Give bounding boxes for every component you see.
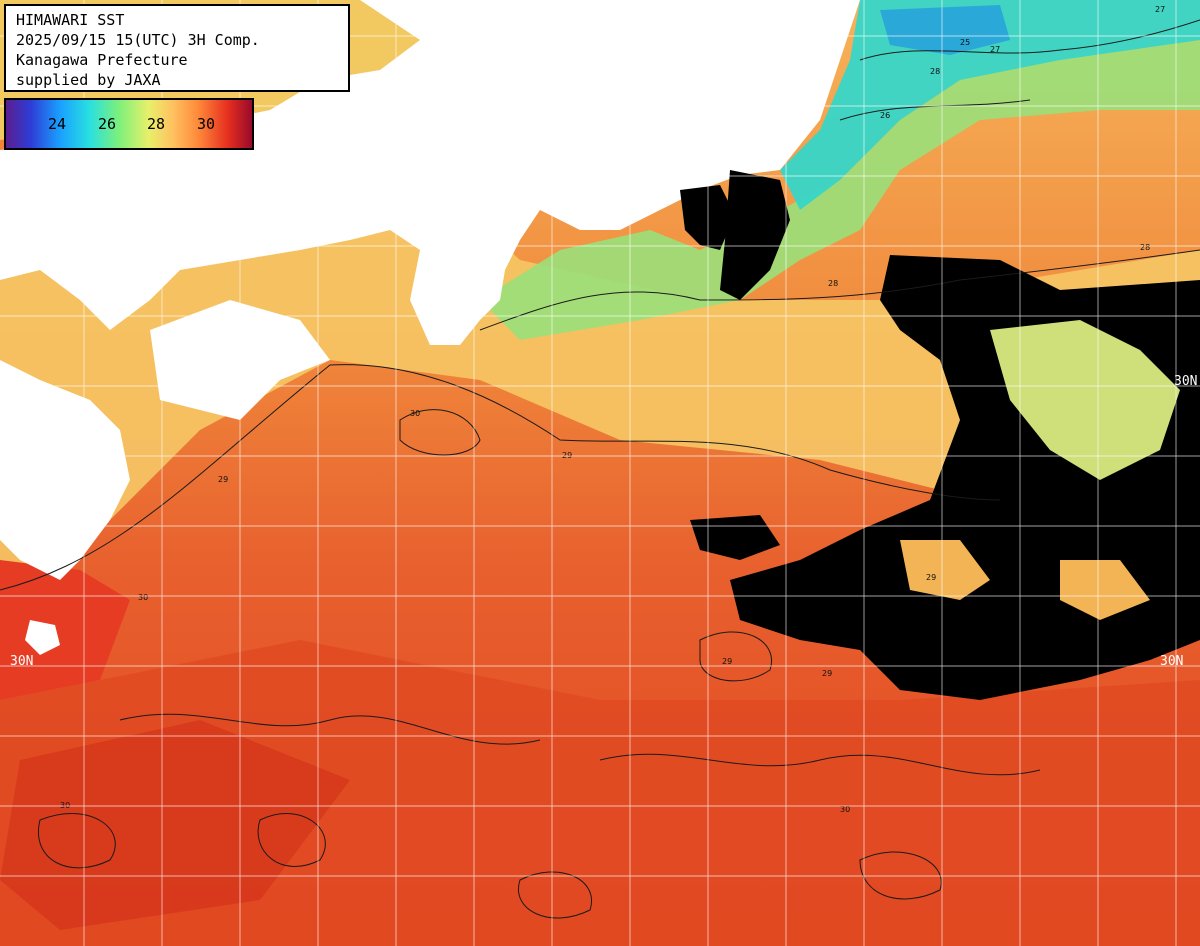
map-credit: supplied by JAXA	[16, 71, 161, 89]
map-info-box: HIMAWARI SST 2025/09/15 15(UTC) 3H Comp.…	[4, 4, 350, 92]
contour-label: 28	[930, 67, 940, 76]
southern-hot-sea	[0, 640, 1200, 946]
clear-patch	[990, 320, 1180, 480]
contour-label: 30	[410, 409, 420, 418]
lat-label-30n-east: 30N	[1160, 654, 1184, 669]
map-datetime: 2025/09/15 15(UTC) 3H Comp.	[16, 31, 260, 49]
contour-label: 29	[722, 657, 732, 666]
contour-30	[859, 851, 942, 900]
legend-tick-26: 26	[98, 115, 117, 133]
contour-28	[479, 249, 1200, 331]
clear-patch	[900, 540, 990, 600]
hot-core-sw	[0, 720, 350, 930]
contour-29	[699, 631, 772, 682]
islet	[476, 155, 500, 190]
legend-tick-30: 30	[197, 115, 216, 133]
contour-label: 25	[960, 38, 970, 47]
temperature-legend: 24 26 28 30	[4, 98, 254, 150]
contour-label: 30	[60, 801, 70, 810]
small-island	[25, 620, 60, 655]
map-title: HIMAWARI SST	[16, 11, 125, 29]
blue-cool-patch	[880, 5, 1010, 55]
contour-30	[399, 409, 481, 456]
contour-30	[119, 713, 541, 745]
map-region: Kanagawa Prefecture	[16, 51, 188, 69]
contour-30	[518, 871, 592, 919]
yellow-coastal-band	[0, 150, 1200, 590]
clear-patch	[1060, 560, 1150, 620]
legend-tick-24: 24	[48, 115, 67, 133]
contour-label: 29	[218, 475, 228, 484]
cloud-patch	[680, 185, 735, 250]
cloud-patch	[720, 170, 790, 300]
lat-label-30n-west: 30N	[10, 654, 34, 669]
contour-label: 30	[840, 805, 850, 814]
contour-label: 26	[880, 111, 890, 120]
contour-label: 27	[1155, 5, 1165, 14]
northern-coast	[560, 0, 620, 22]
contour-27	[859, 19, 1200, 61]
contour-30	[257, 813, 326, 867]
lat-label-north-east: 30N	[1174, 374, 1198, 389]
contour-label: 29	[822, 669, 832, 678]
contour-30	[599, 753, 1041, 776]
contour-30	[38, 813, 116, 869]
contour-label: 29	[562, 451, 572, 460]
contour-label: 29	[926, 573, 936, 582]
cyan-bay-water	[780, 0, 1200, 210]
contour-label: 27	[990, 45, 1000, 54]
contour-label: 28	[828, 279, 838, 288]
kyushu-land	[0, 360, 130, 580]
legend-tick-28: 28	[147, 115, 166, 133]
contour-label: 28	[1140, 243, 1150, 252]
southwest-hot-patch	[0, 560, 130, 700]
honshu-land	[0, 0, 860, 345]
contour-label: 30	[138, 593, 148, 602]
